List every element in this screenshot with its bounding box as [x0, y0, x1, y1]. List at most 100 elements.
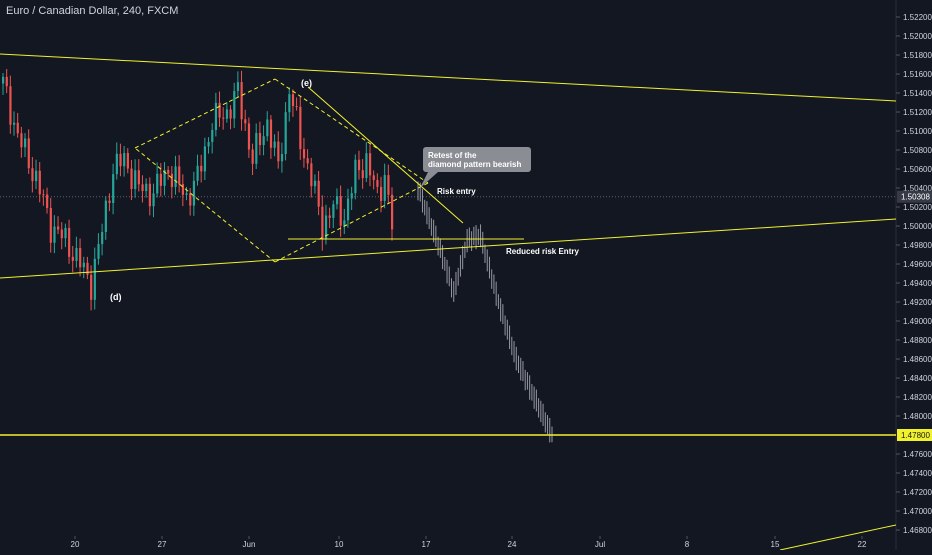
candle-body [196, 165, 199, 181]
y-tick-label: 1.48400 [903, 374, 932, 383]
y-tick-label: 1.46800 [903, 526, 932, 535]
candle-body [97, 244, 100, 259]
candle-body [317, 180, 320, 207]
candle-body [134, 170, 137, 190]
y-tick-label: 1.51600 [903, 70, 932, 79]
candle-body [273, 141, 276, 148]
x-tick-label: Jul [595, 540, 605, 549]
candle-body [346, 198, 350, 221]
y-tick-label: 1.49400 [903, 279, 932, 288]
diamond-pattern-edge [134, 78, 276, 149]
candle-body [284, 112, 287, 155]
candle-body [310, 163, 313, 187]
candle-body [299, 106, 302, 150]
candle-body [42, 194, 45, 196]
candle-body [240, 82, 243, 120]
candle-body [27, 138, 30, 169]
x-tick-label: Jun [243, 540, 256, 549]
current-price-value: 1.50308 [901, 193, 930, 202]
candle-body [185, 193, 188, 195]
candle-body [321, 206, 324, 240]
candle-body [302, 149, 306, 159]
y-tick-label: 1.50400 [903, 184, 932, 193]
chart-title: Euro / Canadian Dollar, 240, FXCM [6, 5, 179, 17]
diamond-pattern-edge [274, 78, 429, 184]
candle-body [251, 149, 254, 164]
candle-body [383, 175, 386, 201]
candle-body [2, 76, 5, 84]
y-tick-label: 1.52000 [903, 32, 932, 41]
candle-body [82, 262, 85, 268]
candle-body [167, 169, 170, 174]
candle-body [163, 169, 166, 186]
candle-body [130, 168, 133, 190]
candle-body [148, 183, 151, 207]
candle-body [313, 180, 317, 187]
candle-body [328, 215, 331, 218]
candle-body [306, 158, 309, 164]
y-tick-label: 1.51800 [903, 51, 932, 60]
candle-body [236, 82, 240, 92]
x-tick-label: 15 [771, 540, 780, 549]
x-tick-label: 8 [685, 540, 690, 549]
y-tick-label: 1.51200 [903, 108, 932, 117]
candle-body [189, 193, 192, 206]
candle-body [16, 122, 19, 134]
candle-body [156, 173, 159, 194]
candle-body [170, 173, 174, 188]
candle-body [60, 229, 63, 239]
y-tick-label: 1.51000 [903, 127, 932, 136]
y-tick-label: 1.50200 [903, 203, 932, 212]
x-tick-label: 27 [158, 540, 167, 549]
candle-body [361, 170, 364, 179]
candle-body [49, 208, 52, 243]
candle-body [93, 258, 96, 300]
y-tick-label: 1.47200 [903, 488, 932, 497]
candle-body [115, 153, 118, 175]
candle-body [372, 175, 375, 181]
wave-d-label: (d) [110, 292, 122, 302]
candle-body [368, 153, 372, 176]
y-tick-label: 1.50600 [903, 165, 932, 174]
candle-body [218, 102, 221, 118]
candle-body [5, 76, 8, 87]
x-tick-label: 24 [508, 540, 517, 549]
candle-body [141, 184, 144, 192]
candle-body [104, 200, 107, 232]
reduced-risk-entry-label: Reduced risk Entry [506, 247, 579, 256]
candle-body [203, 146, 207, 172]
candle-body [255, 132, 258, 164]
candle-body [152, 193, 155, 207]
y-tick-label: 1.52200 [903, 13, 932, 22]
candle-body [280, 154, 284, 162]
target-price-tag [897, 429, 932, 441]
x-tick-label: 17 [422, 540, 431, 549]
candle-body [258, 132, 262, 146]
candle-body [35, 170, 38, 182]
candle-body [262, 136, 265, 146]
x-tick-label: 10 [335, 540, 344, 549]
wave-e-label: (e) [301, 78, 312, 88]
candle-body [126, 152, 129, 169]
candle-body [335, 196, 339, 205]
candle-body [207, 142, 210, 147]
candle-body [339, 196, 342, 226]
callout-pointer [420, 172, 438, 188]
callout-box [423, 147, 531, 172]
candle-body [376, 180, 379, 187]
candle-body [277, 141, 280, 162]
candle-body [137, 170, 140, 185]
candle-body [112, 174, 115, 203]
candle-body [324, 215, 328, 240]
candle-body [181, 184, 185, 195]
candle-body [31, 168, 34, 182]
candle-body [57, 226, 60, 230]
candle-body [229, 109, 232, 119]
candle-body [200, 165, 203, 172]
y-tick-label: 1.49600 [903, 260, 932, 269]
candle-body [357, 159, 361, 171]
y-tick-label: 1.47400 [903, 469, 932, 478]
candle-body [214, 102, 218, 131]
